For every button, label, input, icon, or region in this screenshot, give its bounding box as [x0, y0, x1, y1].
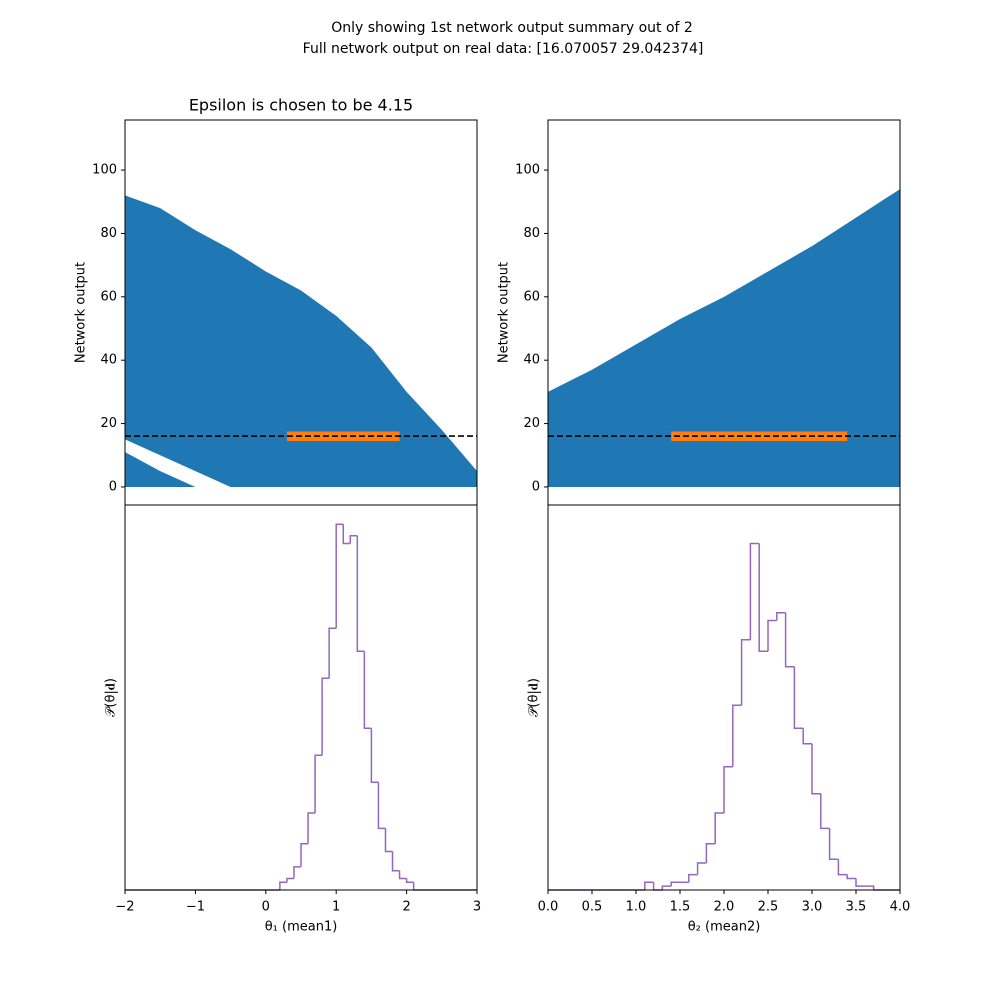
y-tick-label: 20: [100, 416, 117, 431]
x-tick-label: 3.0: [802, 900, 823, 915]
plot-frame: [124, 504, 478, 891]
histogram-step: [820, 793, 830, 830]
histogram-step: [321, 677, 330, 756]
y-tick-label: 100: [92, 163, 117, 178]
axes-title: Epsilon is chosen to be 4.15: [189, 96, 413, 115]
x-tick-label: 2: [402, 900, 410, 915]
histogram-step: [335, 523, 344, 629]
histogram-step: [767, 619, 777, 652]
x-tick-label: 2.5: [758, 900, 779, 915]
y-axis-label: 𝒫(θ|𝐝): [527, 678, 542, 717]
histogram-step: [802, 728, 812, 745]
x-tick-label: −1: [186, 900, 205, 915]
histogram-step: [846, 874, 856, 880]
histogram-step: [307, 812, 316, 844]
y-tick-label: 0: [109, 479, 117, 494]
y-tick-label: 80: [523, 226, 540, 241]
histogram-step: [784, 612, 795, 668]
histogram-step: [370, 728, 379, 783]
histogram-step: [384, 828, 393, 853]
histogram-step: [644, 881, 654, 890]
histogram-step: [688, 873, 698, 883]
y-tick-label: 60: [523, 289, 540, 304]
x-tick-label: 1.5: [670, 900, 691, 915]
histogram-step: [391, 851, 400, 872]
x-tick-label: 3: [473, 900, 481, 915]
histogram-step: [855, 878, 865, 887]
data-region: [125, 452, 196, 487]
histogram-step: [363, 651, 372, 730]
x-tick-label: 0.0: [538, 900, 559, 915]
histogram-step: [670, 881, 680, 887]
y-axis-label: 𝒫(θ|𝐝): [104, 678, 119, 717]
histogram-step: [342, 524, 351, 545]
histogram-step: [661, 885, 672, 890]
histogram-step: [328, 627, 337, 679]
x-tick-label: 3.5: [846, 900, 867, 915]
x-axis-label: θ₁ (mean1): [265, 920, 338, 935]
x-axis-label: θ₂ (mean2): [688, 920, 761, 935]
figure-title: Only showing 1st network output summary …: [331, 20, 693, 36]
histogram-step: [286, 877, 294, 883]
x-tick-label: 2.0: [714, 900, 735, 915]
histogram-step: [776, 612, 786, 621]
y-tick-label: 40: [523, 353, 540, 368]
y-axis-label: Network output: [497, 262, 512, 363]
histogram-step: [300, 843, 309, 867]
x-tick-label: 4.0: [890, 900, 911, 915]
histogram-step: [714, 812, 724, 844]
y-axis-label: Network output: [74, 262, 89, 363]
histogram-step: [793, 666, 804, 730]
histogram-step: [740, 639, 751, 706]
y-tick-label: 60: [100, 289, 117, 304]
histogram-step: [732, 704, 742, 767]
histogram-step: [349, 535, 358, 544]
histogram-step: [758, 543, 768, 653]
histogram-step: [864, 885, 875, 890]
data-region: [125, 195, 477, 487]
histogram-step: [696, 862, 707, 875]
x-tick-label: 1.0: [626, 900, 647, 915]
histogram-step: [356, 535, 365, 653]
x-tick-label: 0.5: [582, 900, 603, 915]
histogram-step: [828, 828, 839, 860]
histogram-step: [749, 542, 760, 640]
y-tick-label: 20: [523, 416, 540, 431]
y-tick-label: 40: [100, 353, 117, 368]
y-tick-label: 0: [532, 479, 540, 494]
histogram-step: [398, 870, 407, 880]
x-tick-label: −2: [115, 900, 134, 915]
x-tick-label: 0: [262, 900, 270, 915]
histogram-step: [837, 859, 848, 876]
histogram-step: [279, 881, 287, 890]
histogram-step: [314, 754, 323, 813]
y-tick-label: 100: [515, 163, 540, 178]
data-region: [548, 189, 900, 487]
histogram-step: [811, 743, 821, 795]
histogram-step: [705, 843, 716, 864]
histogram-step: [723, 766, 733, 813]
histogram-step: [405, 878, 414, 884]
histogram-step: [377, 782, 386, 830]
figure-title: Full network output on real data: [16.07…: [303, 41, 704, 57]
y-tick-label: 80: [100, 226, 117, 241]
histogram-step: [293, 866, 301, 879]
x-tick-label: 1: [332, 900, 340, 915]
